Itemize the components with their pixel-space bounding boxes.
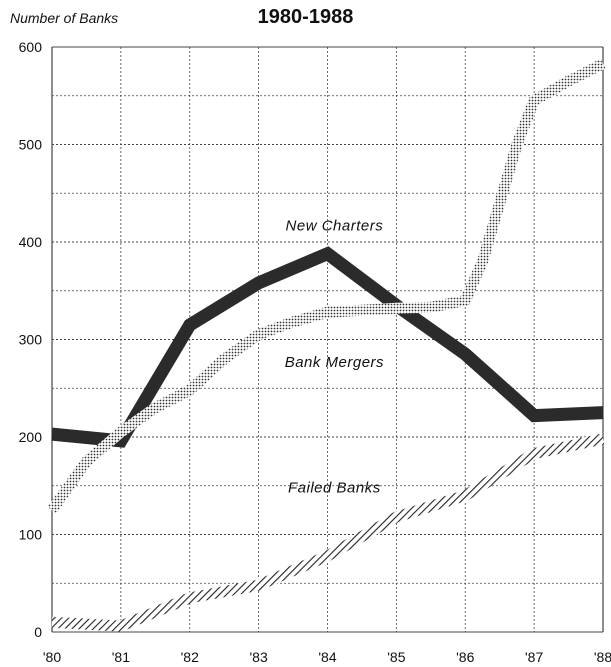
y-tick-label: 400	[19, 234, 43, 250]
y-tick-label: 300	[19, 332, 43, 348]
x-tick-label: '86	[456, 649, 474, 665]
series-label: New Charters	[286, 217, 384, 234]
x-tick-label: '84	[318, 649, 336, 665]
series-line-new-charters	[51, 246, 604, 448]
series-line-failed-banks	[51, 433, 605, 632]
x-tick-label: '83	[250, 649, 268, 665]
x-tick-label: '82	[181, 649, 199, 665]
chart-title: 1980-1988	[257, 6, 354, 28]
y-tick-label: 600	[19, 39, 43, 55]
y-tick-label: 500	[19, 137, 43, 153]
x-tick-label: '81	[112, 649, 130, 665]
y-tick-label: 100	[19, 527, 43, 543]
y-tick-label: 200	[19, 429, 43, 445]
y-tick-label: 0	[34, 624, 42, 640]
series-line-bank-mergers	[47, 58, 606, 514]
y-axis-title: Number of Banks	[10, 10, 119, 26]
x-tick-label: '88	[594, 649, 611, 665]
series-label: Bank Mergers	[285, 354, 384, 371]
x-tick-label: '80	[43, 649, 61, 665]
x-tick-label: '85	[387, 649, 405, 665]
series-label: Failed Banks	[288, 480, 381, 497]
x-tick-label: '87	[525, 649, 543, 665]
